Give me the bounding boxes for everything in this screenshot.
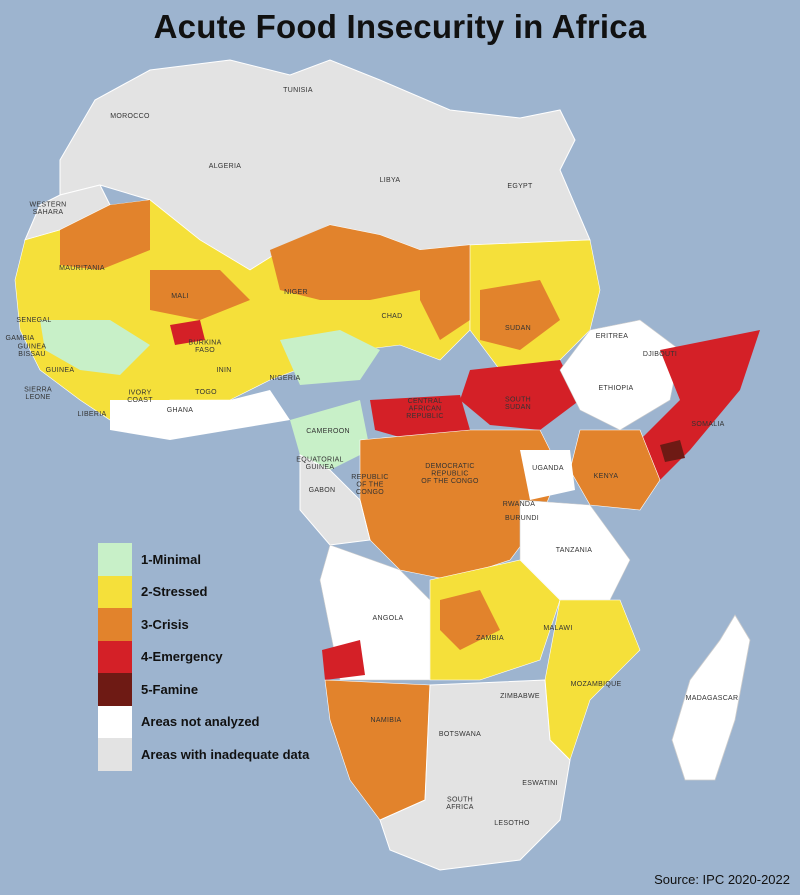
legend-item: 4-Emergency — [98, 640, 309, 673]
madagascar-region — [671, 614, 751, 781]
legend-label: Areas not analyzed — [141, 714, 260, 730]
legend-swatch — [98, 640, 132, 673]
cameroon-region — [290, 400, 370, 470]
legend-label: 5-Famine — [141, 681, 199, 697]
label-western-sahara: WESTERN SAHARA — [29, 202, 66, 217]
source-note: Source: IPC 2020-2022 — [654, 872, 790, 887]
legend-item: 2-Stressed — [98, 575, 309, 608]
label-chad: CHAD — [381, 313, 402, 320]
label-zambia: ZAMBIA — [476, 635, 504, 642]
legend-swatch — [98, 705, 132, 738]
label-malawi: MALAWI — [543, 625, 572, 632]
sahel-crisis-patch-mali — [150, 270, 250, 320]
label-madagascar: MADAGASCAR — [686, 695, 739, 702]
label-zimbabwe: ZIMBABWE — [500, 693, 540, 700]
sahel-crisis-patch-chad — [420, 245, 470, 340]
label-ethiopia: ETHIOPIA — [598, 385, 633, 392]
legend-swatch — [98, 673, 132, 706]
label-republic-of-the-congo: REPUBLIC OF THE CONGO — [351, 474, 388, 496]
label-south-africa: SOUTH AFRICA — [446, 797, 473, 812]
legend-swatch — [98, 575, 132, 608]
legend-item: 3-Crisis — [98, 608, 309, 641]
label-gabon: GABON — [309, 487, 336, 494]
label-equatorial-guinea: EQUATORIAL GUINEA — [296, 457, 343, 472]
label-burundi: BURUNDI — [505, 515, 539, 522]
label-sierra-leone: SIERRA LEONE — [24, 387, 52, 402]
legend-label: 1-Minimal — [141, 551, 201, 567]
map-title: Acute Food Insecurity in Africa — [153, 8, 647, 45]
label-mozambique: MOZAMBIQUE — [571, 681, 622, 688]
country-labels: TUNISIA MOROCCO ALGERIA LIBYA EGYPT WEST… — [5, 87, 738, 827]
label-eswatini: ESWATINI — [522, 780, 557, 787]
label-egypt: EGYPT — [507, 183, 533, 190]
label-guinea-bissau: GUINEA BISSAU — [18, 344, 47, 359]
legend-label: 4-Emergency — [141, 649, 223, 665]
label-kenya: KENYA — [594, 473, 619, 480]
west-not-analyzed — [110, 390, 290, 440]
west-minimal-patch — [40, 320, 150, 375]
sudan-crisis-patch — [480, 280, 560, 350]
uganda-region — [520, 450, 575, 500]
label-mali: MALI — [171, 293, 189, 300]
label-guinea: GUINEA — [46, 367, 75, 374]
sahel-crisis-patch-niger — [270, 225, 420, 300]
legend-item: 1-Minimal — [98, 543, 309, 576]
label-nigeria: NIGERIA — [270, 375, 301, 382]
legend-swatch — [98, 608, 132, 641]
label-algeria: ALGERIA — [209, 163, 241, 170]
label-cameroon: CAMEROON — [306, 428, 350, 435]
label-tanzania: TANZANIA — [556, 547, 593, 554]
label-botswana: BOTSWANA — [439, 731, 481, 738]
label-uganda: UGANDA — [532, 465, 564, 472]
label-liberia: LIBERIA — [78, 411, 107, 418]
label-angola: ANGOLA — [373, 615, 404, 622]
legend-swatch — [98, 543, 132, 576]
angola-coast-emergency — [322, 640, 365, 680]
label-namibia: NAMIBIA — [371, 717, 402, 724]
label-somalia: SOMALIA — [691, 421, 724, 428]
label-sudan: SUDAN — [505, 325, 531, 332]
label-tunisia: TUNISIA — [283, 87, 313, 94]
southern-grey-region — [379, 679, 571, 871]
label-ivory-coast: IVORY COAST — [127, 390, 153, 405]
south-sudan-emergency — [460, 360, 580, 430]
label-eritrea: ERITREA — [596, 333, 628, 340]
label-togo: TOGO — [195, 389, 217, 396]
label-libya: LIBYA — [380, 177, 401, 184]
label-niger: NIGER — [284, 289, 308, 296]
label-morocco: MOROCCO — [110, 113, 150, 120]
legend-label: 2-Stressed — [141, 584, 208, 600]
legend-swatch — [98, 738, 132, 771]
sahel-crisis-patch-mauritania — [60, 200, 150, 270]
legend-item: Areas not analyzed — [98, 705, 309, 738]
nigeria-minimal-patch — [280, 330, 380, 385]
label-drc: DEMOCRATIC REPUBLIC OF THE CONGO — [421, 463, 479, 485]
west-emergency-patch — [170, 320, 205, 345]
map-legend: 1-Minimal 2-Stressed 3-Crisis 4-Emergenc… — [98, 543, 309, 771]
label-south-sudan: SOUTH SUDAN — [505, 397, 531, 412]
ethiopia-region — [559, 319, 681, 431]
legend-item: 5-Famine — [98, 673, 309, 706]
namibia-region — [324, 679, 431, 821]
label-djibouti: DJIBOUTI — [643, 351, 677, 358]
car-emergency — [370, 395, 470, 440]
label-burkina-faso: BURKINA FASO — [188, 340, 221, 355]
mozambique-region — [544, 599, 641, 761]
label-mauritania: MAURITANIA — [59, 265, 105, 272]
legend-item: Areas with inadequate data — [98, 738, 309, 771]
gabon-congo-region — [299, 454, 371, 546]
label-lesotho: LESOTHO — [494, 820, 530, 827]
somalia-famine-patch — [660, 440, 685, 462]
label-benin: ININ — [216, 367, 231, 374]
label-rwanda: RWANDA — [503, 501, 536, 508]
zambia-crisis-patch — [440, 590, 500, 650]
legend-label: 3-Crisis — [141, 616, 189, 632]
label-gambia: GAMBIA — [5, 335, 34, 342]
label-car: CENTRAL AFRICAN REPUBLIC — [406, 398, 443, 420]
label-senegal: SENEGAL — [16, 317, 51, 324]
label-ghana: GHANA — [167, 407, 193, 414]
legend-label: Areas with inadequate data — [141, 746, 310, 762]
